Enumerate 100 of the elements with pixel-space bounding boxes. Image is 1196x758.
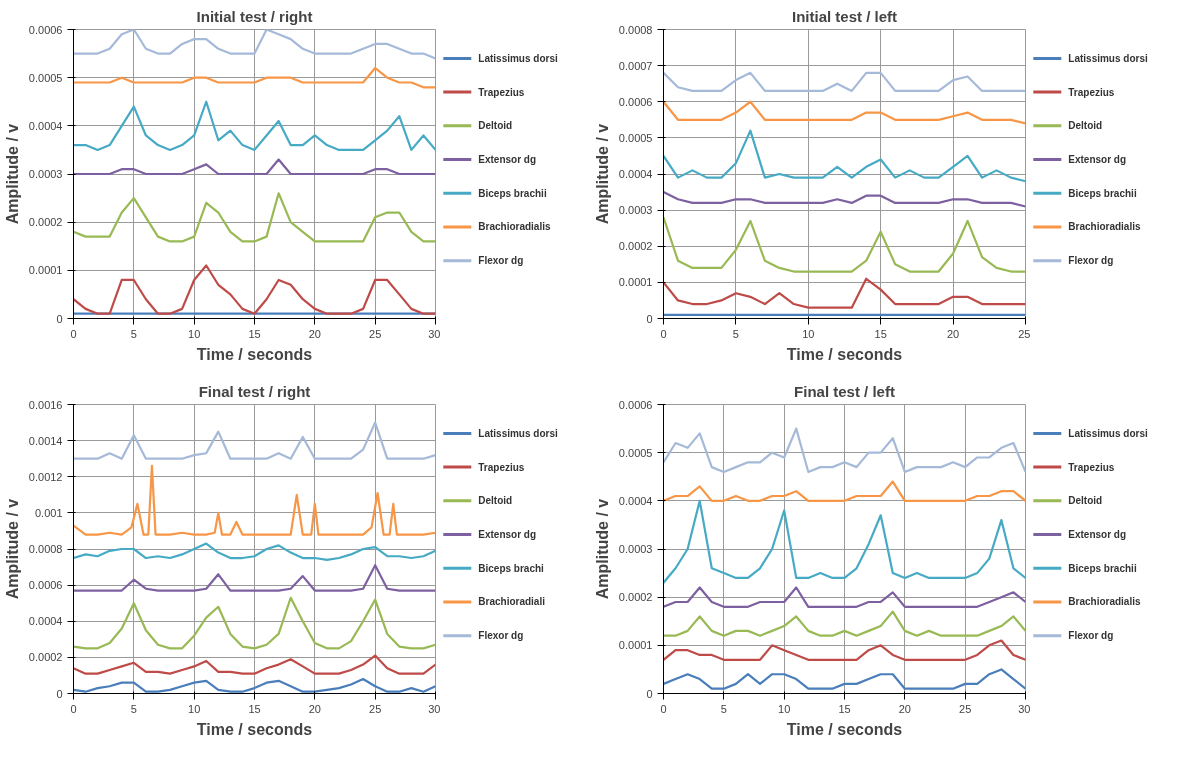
x-tick-label: 25 [369,327,382,340]
y-tick-label: 0.0006 [618,398,653,411]
y-tick-label: 0.0001 [28,264,63,277]
x-tick-label: 10 [188,327,201,340]
line-series [73,564,436,592]
legend-label: Brachioradiali [478,596,546,608]
y-tick-label: 0.0004 [618,168,653,180]
x-tick-label: 5 [732,327,739,340]
line-series [663,129,1026,183]
y-tick-label: 0.0002 [618,591,653,604]
x-tick-label: 10 [188,702,201,715]
x-tick-label: 25 [1018,327,1031,340]
x-tick-label: 10 [778,702,791,715]
legend-label: Biceps brachii [478,187,547,199]
y-axis-title: Amplitude / v [3,123,21,225]
y-tick-label: 0.0005 [618,131,653,144]
line-series [663,100,1026,125]
y-tick-label: 0.0003 [618,204,653,217]
line-series [73,542,436,561]
line-series [663,610,1026,637]
x-tick-label: 25 [369,702,382,715]
y-tick-label: 0.0008 [618,23,653,36]
x-tick-label: 20 [308,702,321,715]
line-series [73,596,436,650]
y-tick-label: 0 [646,687,653,700]
y-tick-label: 0.0003 [28,168,63,180]
line-series [73,464,436,536]
line-series [663,190,1026,208]
legend-label: Extensor dg [1068,529,1127,541]
legend-label: Deltoid [478,495,513,507]
x-tick-label: 5 [130,702,137,715]
y-tick-label: 0.0004 [28,119,63,132]
x-axis-title: Time / seconds [786,720,903,738]
y-tick-label: 0.0002 [618,240,653,253]
line-series [663,216,1026,273]
y-tick-label: 0.0014 [28,434,63,447]
line-series [663,277,1026,309]
legend-label: Trapezius [478,86,525,98]
chart-title: Initial test / right [196,7,313,25]
y-axis-title: Amplitude / v [3,498,21,600]
y-tick-label: 0.0001 [618,276,653,289]
x-tick-label: 0 [660,702,667,715]
legend-label: Latissimus dorsi [478,52,558,64]
x-tick-label: 20 [308,327,321,340]
legend-label: Extensor dg [478,529,537,541]
line-series [73,66,436,89]
x-tick-label: 15 [874,327,887,340]
legend-label: Deltoid [1068,495,1103,507]
x-tick-label: 5 [130,327,137,340]
legend-label: Deltoid [478,120,513,132]
y-axis-title: Amplitude / v [593,123,611,225]
y-tick-label: 0.0005 [28,71,63,84]
line-series [73,421,436,460]
x-axis-title: Time / seconds [786,345,903,363]
y-tick-label: 0.0012 [28,470,63,483]
x-axis-title: Time / seconds [196,720,313,738]
y-tick-label: 0 [56,687,63,700]
legend-label: Biceps brachii [1068,187,1137,199]
legend-label: Trapezius [1068,86,1115,98]
legend-label: Extensor dg [1068,154,1127,166]
line-series [663,480,1026,502]
legend-label: Latissimus dorsi [1068,52,1148,64]
y-axis-title: Amplitude / v [593,498,611,600]
line-series [73,192,436,243]
y-tick-label: 0.0002 [28,651,63,664]
legend-label: Trapezius [478,461,525,473]
legend-label: Brachioradialis [1068,596,1141,608]
chart-title: Final test / right [198,382,311,400]
y-tick-label: 0.0006 [618,95,653,108]
x-tick-label: 15 [248,327,261,340]
x-tick-label: 15 [838,702,851,715]
legend-label: Deltoid [1068,120,1103,132]
x-tick-label: 10 [802,327,815,340]
line-series [73,264,436,315]
y-tick-label: 0.0005 [618,446,653,459]
x-tick-label: 5 [720,702,727,715]
x-tick-label: 20 [946,327,960,340]
y-tick-label: 0.0007 [618,59,653,72]
legend-label: Biceps brachi [478,562,545,574]
legend-label: Flexor dg [1068,630,1114,642]
line-series [663,639,1026,661]
y-tick-label: 0.0004 [28,615,63,628]
legend-label: Trapezius [1068,461,1115,473]
x-axis-title: Time / seconds [196,345,313,363]
x-tick-label: 15 [248,702,261,715]
line-series [663,586,1026,608]
x-tick-label: 25 [959,702,972,715]
line-series [663,499,1026,584]
y-tick-label: 0.0004 [618,494,653,507]
y-tick-label: 0.0002 [28,216,63,229]
line-series [73,654,436,675]
line-series [73,29,436,60]
x-tick-label: 20 [898,702,911,715]
y-tick-label: 0.0001 [618,639,653,652]
y-tick-label: 0.001 [34,506,63,519]
chart-title: Final test / left [794,382,895,400]
legend-label: Extensor dg [478,154,537,166]
line-series [663,668,1026,690]
y-tick-label: 0 [56,312,63,325]
legend-label: Flexor dg [478,630,524,642]
